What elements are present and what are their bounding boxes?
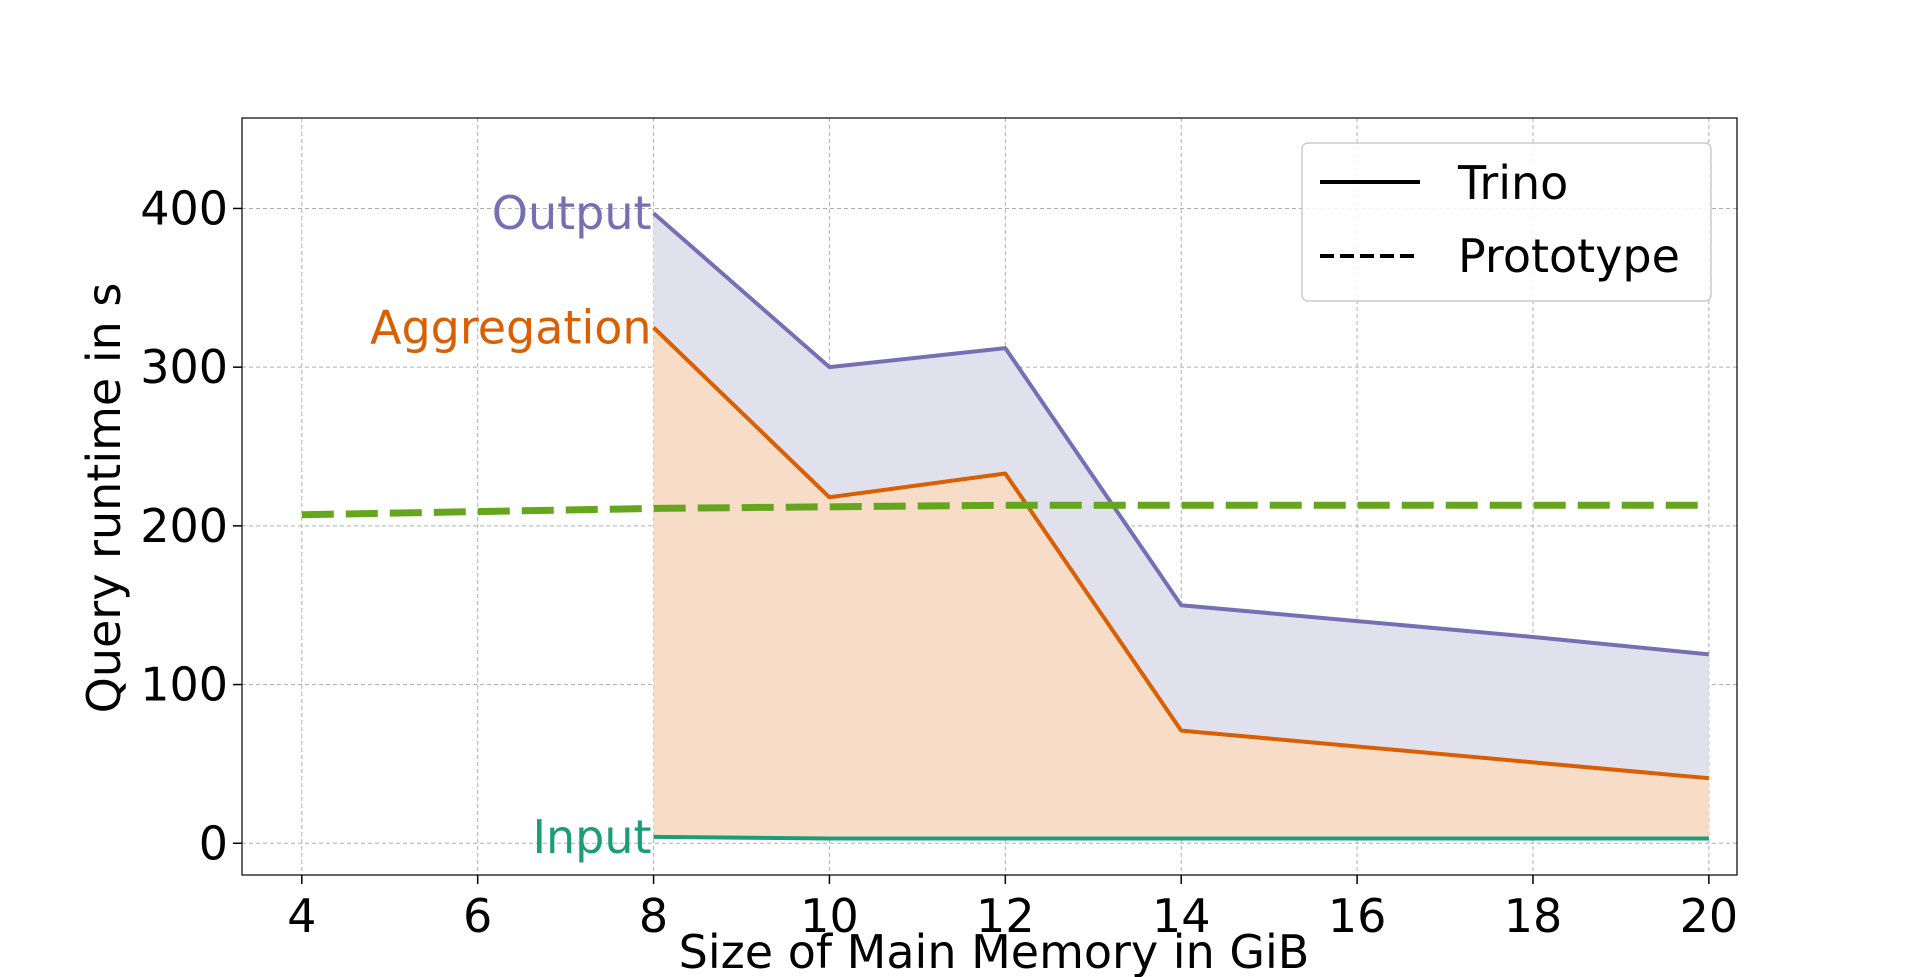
x-tick-label: 4 xyxy=(287,889,316,943)
x-tick-label: 18 xyxy=(1504,889,1563,943)
x-axis-label: Size of Main Memory in GiB xyxy=(679,925,1310,977)
x-tick-label: 10 xyxy=(800,889,859,943)
y-tick-label: 200 xyxy=(140,499,228,553)
aggregation-line xyxy=(652,326,1710,781)
x-tick-label: 20 xyxy=(1680,889,1739,943)
x-tick-label: 6 xyxy=(463,889,492,943)
series-label-input: Input xyxy=(532,810,651,864)
legend-trino-label: Trino xyxy=(1457,156,1568,210)
series-label-output: Output xyxy=(492,186,652,240)
plot-frame xyxy=(241,117,1738,876)
input-line xyxy=(653,834,1709,841)
aggregation-area xyxy=(653,327,1709,839)
y-tick-label: 100 xyxy=(140,658,228,712)
y-tick-label: 400 xyxy=(140,181,228,235)
series-labels: Input Aggregation Output xyxy=(370,186,652,864)
y-axis-label: Query runtime in s xyxy=(77,283,131,714)
x-tick-label: 14 xyxy=(1152,889,1211,943)
y-axis-ticks: 0 100 200 300 400 xyxy=(140,181,242,870)
legend: Trino Prototype xyxy=(1301,142,1712,302)
series-lines xyxy=(301,211,1710,841)
output-area xyxy=(653,213,1709,779)
x-axis-ticks: 4 6 8 10 12 14 16 18 20 xyxy=(287,875,1738,943)
prototype-line xyxy=(301,501,1709,519)
x-tick-label: 8 xyxy=(639,889,668,943)
y-tick-label: 0 xyxy=(199,816,228,870)
series-areas xyxy=(653,213,1709,839)
x-tick-label: 16 xyxy=(1328,889,1387,943)
output-line xyxy=(652,211,1710,657)
x-tick-label: 12 xyxy=(976,889,1035,943)
y-tick-label: 300 xyxy=(140,340,228,394)
series-label-aggregation: Aggregation xyxy=(370,300,652,354)
legend-prototype-label: Prototype xyxy=(1458,229,1680,283)
